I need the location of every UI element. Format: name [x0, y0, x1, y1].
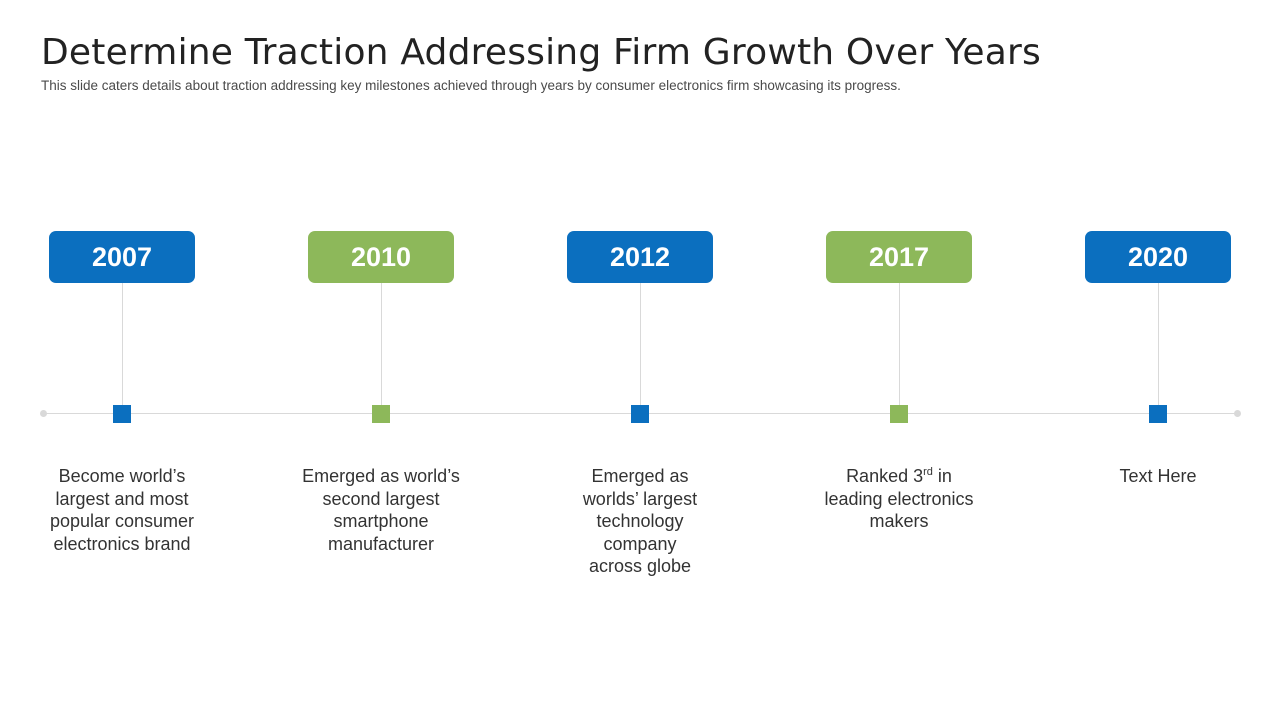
timeline-marker — [631, 405, 649, 423]
milestone-description: Ranked 3rd in leading electronics makers — [809, 465, 989, 533]
ordinal-suffix: rd — [923, 466, 933, 478]
connector-line — [122, 283, 123, 408]
milestone-description: Text Here — [1068, 465, 1248, 488]
connector-line — [640, 283, 641, 408]
slide-subtitle: This slide caters details about traction… — [41, 78, 901, 93]
desc-line: technology — [596, 511, 684, 531]
desc-line: Become world’s — [58, 466, 186, 486]
desc-line: Text Here — [1119, 466, 1197, 486]
desc-line: makers — [869, 511, 929, 531]
timeline-start-dot — [40, 410, 47, 417]
year-badge: 2017 — [826, 231, 972, 283]
desc-line: second largest — [322, 488, 440, 509]
year-badge: 2012 — [567, 231, 713, 283]
desc-line: popular consumer — [49, 511, 195, 531]
desc-line: company — [603, 533, 677, 554]
desc-text: in — [932, 466, 952, 486]
desc-line: electronics brand — [53, 533, 191, 554]
desc-line: largest and most — [55, 488, 189, 509]
connector-line — [1158, 283, 1159, 408]
desc-line: across globe — [588, 556, 692, 576]
connector-line — [899, 283, 900, 408]
timeline-end-dot — [1234, 410, 1241, 417]
timeline-marker — [890, 405, 908, 423]
desc-line: smartphone — [333, 511, 429, 531]
timeline-marker — [1149, 405, 1167, 423]
desc-line: manufacturer — [327, 533, 435, 554]
year-badge: 2020 — [1085, 231, 1231, 283]
desc-text: Ranked 3 — [846, 466, 924, 486]
year-badge: 2007 — [49, 231, 195, 283]
timeline-marker — [372, 405, 390, 423]
desc-line: Emerged as world’s — [302, 466, 460, 486]
year-badge: 2010 — [308, 231, 454, 283]
desc-line: Emerged as — [591, 466, 689, 486]
milestone-description: Become world’s largest and most popular … — [32, 465, 212, 555]
slide-title: Determine Traction Addressing Firm Growt… — [41, 32, 1041, 73]
milestone-description: Emerged as world’s second largest smartp… — [291, 465, 471, 555]
timeline-marker — [113, 405, 131, 423]
desc-line: Ranked 3rd in — [809, 465, 989, 488]
desc-line: worlds’ largest — [582, 488, 698, 509]
desc-line: leading electronics — [824, 488, 974, 509]
milestone-description: Emerged as worlds’ largest technology co… — [550, 465, 730, 578]
connector-line — [381, 283, 382, 408]
